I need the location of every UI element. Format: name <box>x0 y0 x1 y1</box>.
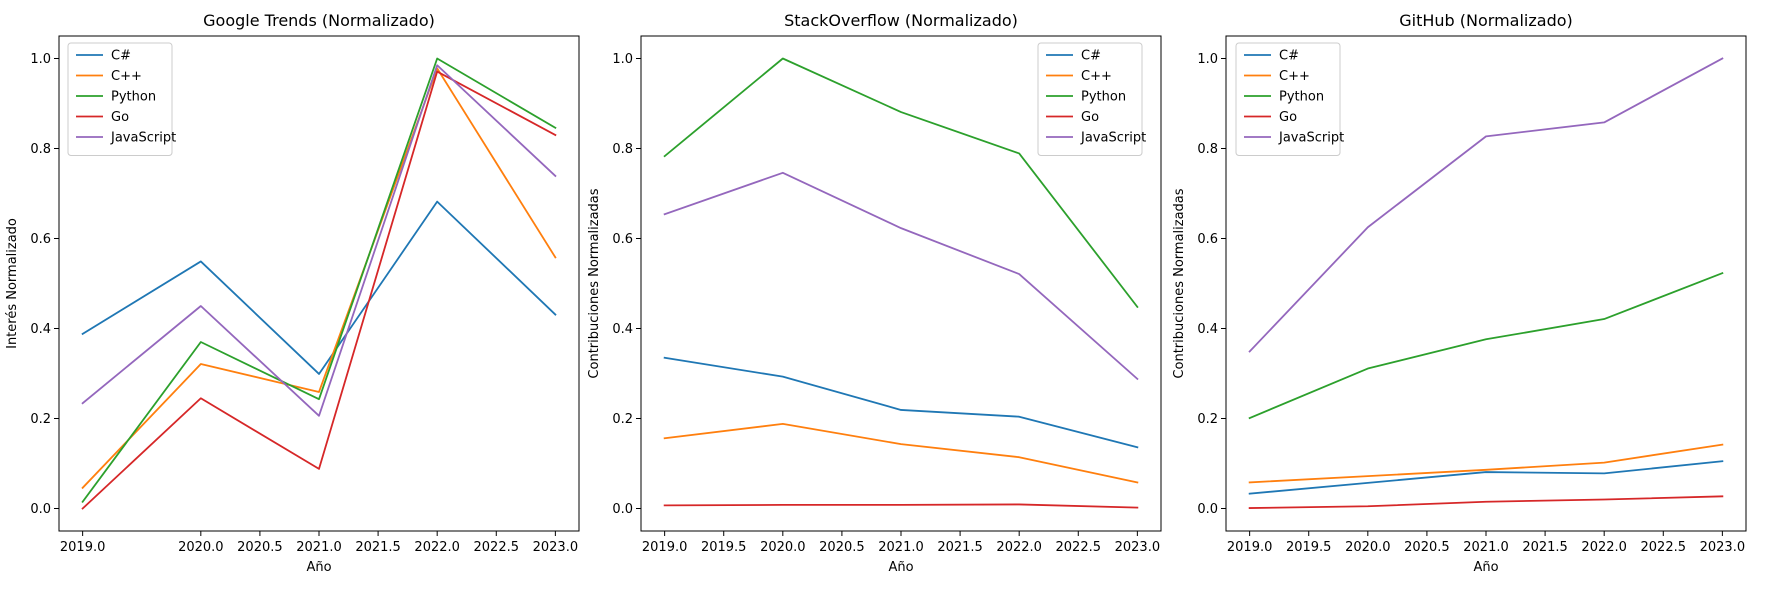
x-axis-label: Año <box>1473 560 1498 575</box>
y-tick-label: 0.2 <box>30 412 51 427</box>
x-tick-label: 2019.0 <box>60 540 106 555</box>
legend-label: Go <box>111 110 129 125</box>
y-tick-label: 0.0 <box>1197 502 1218 517</box>
x-axis-label: Año <box>888 560 913 575</box>
chart-title: GitHub (Normalizado) <box>1399 11 1573 30</box>
legend-label: Go <box>1279 110 1297 125</box>
legend-label: C++ <box>1279 69 1310 84</box>
x-tick-label: 2023.0 <box>1700 540 1746 555</box>
series-line-c- <box>81 200 557 375</box>
y-tick-label: 0.6 <box>612 232 633 247</box>
legend-label: Python <box>1081 90 1126 105</box>
x-tick-label: 2021.0 <box>296 540 342 555</box>
x-tick-label: 2022.5 <box>1641 540 1687 555</box>
chart-panel-1: Google Trends (Normalizado) 2019.0 2020.0 2… <box>5 11 580 575</box>
y-tick-label: 0.4 <box>1197 322 1218 337</box>
legend-label: C# <box>111 49 131 64</box>
y-tick-label: 0.4 <box>612 322 633 337</box>
x-tick-label: 2022.0 <box>414 540 460 555</box>
x-tick-label: 2023.0 <box>533 540 579 555</box>
legend-label: JavaScript <box>1278 131 1344 146</box>
legend: C# C++ Python Go JavaScript <box>67 42 176 156</box>
x-tick-label: 2022.5 <box>474 540 520 555</box>
series-line-python <box>663 57 1139 309</box>
chart-title: Google Trends (Normalizado) <box>203 11 435 30</box>
y-tick-label: 0.0 <box>612 502 633 517</box>
y-axis-label: Contribuciones Normalizadas <box>587 188 602 378</box>
series-line-c- <box>81 67 557 490</box>
x-tick-label: 2021.0 <box>878 540 924 555</box>
x-tick-label: 2021.5 <box>355 540 401 555</box>
legend: C# C++ Python Go JavaScript <box>1235 42 1344 156</box>
y-tick-label: 1.0 <box>1197 52 1218 67</box>
y-tick-label: 0.8 <box>612 142 633 157</box>
x-tick-label: 2019.0 <box>1227 540 1273 555</box>
x-tick-label: 2020.0 <box>178 540 224 555</box>
series-line-c- <box>1248 460 1724 495</box>
x-tick-label: 2019.5 <box>701 540 747 555</box>
y-tick-label: 1.0 <box>612 52 633 67</box>
chart-panel-3: GitHub (Normalizado) 2019.0 2019.5 2020.0 20… <box>1172 11 1747 575</box>
series-line-go <box>663 503 1139 509</box>
series-line-python <box>1248 271 1724 420</box>
y-tick-label: 0.2 <box>612 412 633 427</box>
x-tick-label: 2020.5 <box>237 540 283 555</box>
legend-box <box>1037 42 1143 156</box>
y-tick-label: 0.0 <box>30 502 51 517</box>
series-line-javascript <box>1248 57 1724 353</box>
x-tick-label: 2021.0 <box>1463 540 1509 555</box>
x-tick-label: 2022.5 <box>1056 540 1102 555</box>
series-line-c- <box>663 356 1139 449</box>
y-tick-label: 0.8 <box>30 142 51 157</box>
y-tick-label: 0.2 <box>1197 412 1218 427</box>
x-tick-label: 2019.0 <box>642 540 688 555</box>
series-line-go <box>81 70 557 510</box>
y-tick-label: 0.4 <box>30 322 51 337</box>
x-tick-label: 2019.5 <box>1286 540 1332 555</box>
series-line-go <box>1248 495 1724 509</box>
legend-box <box>1235 42 1341 156</box>
x-tick-label: 2021.5 <box>937 540 983 555</box>
legend-label: JavaScript <box>110 131 176 146</box>
legend-label: C++ <box>1081 69 1112 84</box>
series-line-javascript <box>663 171 1139 381</box>
y-axis-label: Interés Normalizado <box>5 218 20 349</box>
legend-label: Go <box>1081 110 1099 125</box>
legend-label: C# <box>1279 49 1299 64</box>
chart-title: StackOverflow (Normalizado) <box>784 11 1018 30</box>
legend-box <box>67 42 173 156</box>
series-line-c- <box>1248 443 1724 484</box>
series-line-javascript <box>81 64 557 417</box>
x-tick-label: 2020.5 <box>819 540 865 555</box>
x-tick-label: 2020.0 <box>760 540 806 555</box>
y-tick-label: 0.6 <box>1197 232 1218 247</box>
x-axis-label: Año <box>306 560 331 575</box>
chart-panel-2: StackOverflow (Normalizado) 2019.0 2019.5 2… <box>587 11 1162 575</box>
legend-label: C# <box>1081 49 1101 64</box>
legend-label: Python <box>1279 90 1324 105</box>
y-tick-label: 1.0 <box>30 52 51 67</box>
legend-label: C++ <box>111 69 142 84</box>
x-tick-label: 2022.0 <box>996 540 1042 555</box>
x-tick-label: 2023.0 <box>1115 540 1161 555</box>
y-axis-label: Contribuciones Normalizadas <box>1172 188 1187 378</box>
x-tick-label: 2021.5 <box>1522 540 1568 555</box>
legend-label: Python <box>111 90 156 105</box>
y-tick-label: 0.8 <box>1197 142 1218 157</box>
x-tick-label: 2022.0 <box>1581 540 1627 555</box>
legend: C# C++ Python Go JavaScript <box>1037 42 1146 156</box>
x-tick-label: 2020.5 <box>1404 540 1450 555</box>
legend-label: JavaScript <box>1080 131 1146 146</box>
y-tick-label: 0.6 <box>30 232 51 247</box>
x-tick-label: 2020.0 <box>1345 540 1391 555</box>
series-line-python <box>81 57 557 504</box>
series-line-c- <box>663 422 1139 484</box>
